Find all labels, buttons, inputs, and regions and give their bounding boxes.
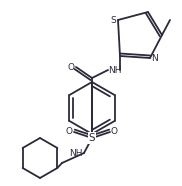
Text: N: N (151, 54, 158, 62)
Text: NH: NH (108, 65, 122, 75)
Text: S: S (110, 15, 116, 25)
Text: O: O (111, 127, 118, 137)
Text: NH: NH (70, 148, 83, 158)
Text: S: S (89, 133, 95, 143)
Text: O: O (66, 127, 73, 137)
Text: O: O (68, 62, 75, 71)
